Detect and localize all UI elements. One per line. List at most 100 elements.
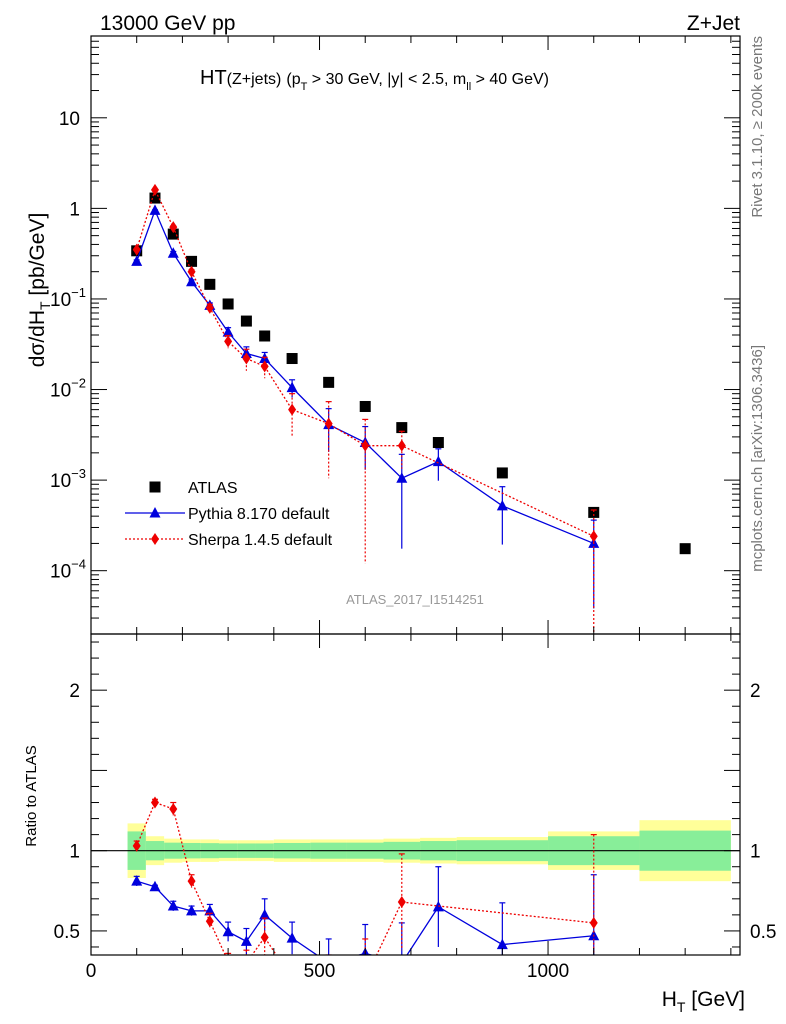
x-tick-label: 1000: [527, 961, 569, 982]
diamond-series-point: [169, 221, 178, 234]
plot-title: HT(Z+jets) (pT > 30 GeV, |y| < 2.5, mll …: [200, 67, 549, 93]
square-series-point: [588, 506, 600, 518]
diamond-series-ratio-point: [205, 915, 214, 928]
y-tick-label: 10−1: [50, 285, 86, 311]
triangle-series-point: [149, 204, 161, 215]
title-cond-c: > 40 GeV): [471, 71, 549, 88]
triangle-series-point: [496, 499, 508, 511]
diamond-series-ratio-point: [224, 955, 232, 967]
square-series-point: [222, 298, 234, 310]
square-series-point: [167, 228, 179, 240]
triangle-series-ratio-point: [186, 904, 198, 916]
triangle-series-point: [167, 247, 179, 258]
square-series-point: [496, 467, 508, 479]
diamond-series-point: [224, 335, 233, 348]
diamond-series-point: [132, 243, 141, 256]
diamond-series-ratio-point: [187, 875, 196, 888]
diamond-series-point: [260, 360, 269, 373]
x-tick-label: 500: [304, 961, 336, 982]
ratio-y-tick-label-right: 0.5: [750, 922, 776, 943]
diamond-series-point: [324, 417, 333, 430]
title-paren: (Z+jets): [227, 71, 282, 88]
triangle-series-point: [186, 275, 198, 287]
diamond-series-ratio-point: [288, 973, 296, 985]
triangle-series-legend-marker: [149, 507, 161, 518]
ratio-y-axis-label: Ratio to ATLAS: [23, 745, 40, 846]
square-series-point: [359, 400, 371, 412]
chart-content: 0 500 1000 10 1 10−1 10−2 10−3 10−4 0.5 0.5 1 1 2 2 ATL…: [50, 35, 776, 985]
x-axis-label: HT [GeV]: [662, 988, 745, 1015]
title-cond-b: > 30 GeV, |y| < 2.5, m: [307, 71, 466, 88]
triangle-series-legend-label: Pythia 8.170 default: [188, 506, 330, 523]
watermark: ATLAS_2017_I1514251: [346, 592, 484, 607]
diamond-series-point: [288, 403, 297, 416]
ratio-y-tick-label: 2: [69, 681, 80, 702]
diamond-series-legend-marker: [151, 533, 159, 545]
triangle-series-point: [286, 381, 298, 393]
y-tick-label: 10−4: [50, 557, 86, 583]
side-label-mcplots: mcplots.cern.ch [arXiv:1306.3436]: [749, 345, 766, 572]
main-plot-area: [131, 183, 691, 634]
triangle-series-ratio-point: [259, 908, 271, 920]
diamond-series-ratio-point: [169, 802, 178, 815]
diamond-series-point: [589, 530, 598, 543]
diamond-series-ratio-point: [260, 931, 269, 944]
square-series-point: [286, 353, 298, 365]
triangle-series-ratio-point: [167, 900, 179, 911]
y-tick-label: 10: [59, 109, 80, 130]
ratio-y-tick-label: 1: [69, 842, 80, 863]
diamond-series-ratio-point: [150, 796, 159, 809]
diamond-series-ratio-point: [589, 916, 598, 929]
diamond-series-point: [242, 352, 251, 365]
title-main: HT: [200, 67, 227, 89]
title-cond-a: (p: [286, 71, 300, 88]
ratio-plot-area: [91, 796, 740, 985]
triangle-series-point: [131, 255, 143, 266]
square-series-point: [149, 192, 161, 204]
triangle-series-ratio-point: [286, 932, 298, 943]
square-series-point: [432, 437, 444, 449]
y-tick-label: 1: [69, 199, 80, 220]
title-cond-b-sub: ll: [466, 81, 471, 93]
triangle-series-ratio-point: [222, 925, 234, 937]
triangle-series-point: [432, 455, 444, 467]
triangle-series-ratio-point: [240, 935, 252, 946]
ratio-y-tick-label-right: 2: [750, 681, 761, 702]
diamond-series-legend-label: Sherpa 1.4.5 default: [188, 532, 333, 549]
diamond-series-ratio-point: [242, 957, 250, 969]
diamond-series-point: [397, 439, 406, 452]
side-label-rivet: Rivet 3.1.10, ≥ 200k events: [749, 36, 766, 218]
x-tick-label: 0: [86, 961, 97, 982]
triangle-series-ratio-point: [149, 880, 161, 892]
triangle-series-point: [222, 326, 234, 337]
y-tick-label: 10−3: [50, 466, 86, 492]
square-series-legend-label: ATLAS: [188, 480, 238, 497]
square-series-point: [204, 278, 216, 290]
square-series-point: [679, 543, 691, 555]
square-series-point: [323, 376, 335, 388]
header-right: Z+Jet: [687, 12, 740, 35]
legend: ATLAS Pythia 8.170 default Sherpa 1.4.5 de…: [125, 480, 333, 549]
ratio-y-tick-label-right: 1: [750, 842, 761, 863]
triangle-series-ratio-point: [396, 957, 407, 968]
square-series-point: [396, 422, 408, 434]
triangle-series-ratio-point: [131, 875, 143, 886]
triangle-series-ratio-point: [496, 938, 508, 950]
diamond-series-ratio-point: [397, 896, 406, 909]
y-axis-label: dσ/dHT [pb/GeV]: [26, 213, 53, 368]
ratio-y-tick-label: 0.5: [54, 922, 80, 943]
title-cond-a-sub: T: [301, 81, 308, 93]
diamond-series-ratio-point: [361, 973, 369, 985]
diamond-series-point: [187, 265, 196, 278]
triangle-series-point: [396, 472, 408, 483]
diamond-series-point: [361, 439, 370, 452]
diamond-series-point: [205, 301, 214, 314]
square-series-point: [240, 315, 252, 327]
square-series-legend-marker: [149, 481, 161, 493]
header-left: 13000 GeV pp: [100, 12, 235, 35]
diamond-series-ratio-point: [132, 839, 141, 852]
square-series-point: [259, 330, 271, 342]
diamond-series-point: [150, 183, 159, 196]
square-series-point: [186, 255, 198, 267]
